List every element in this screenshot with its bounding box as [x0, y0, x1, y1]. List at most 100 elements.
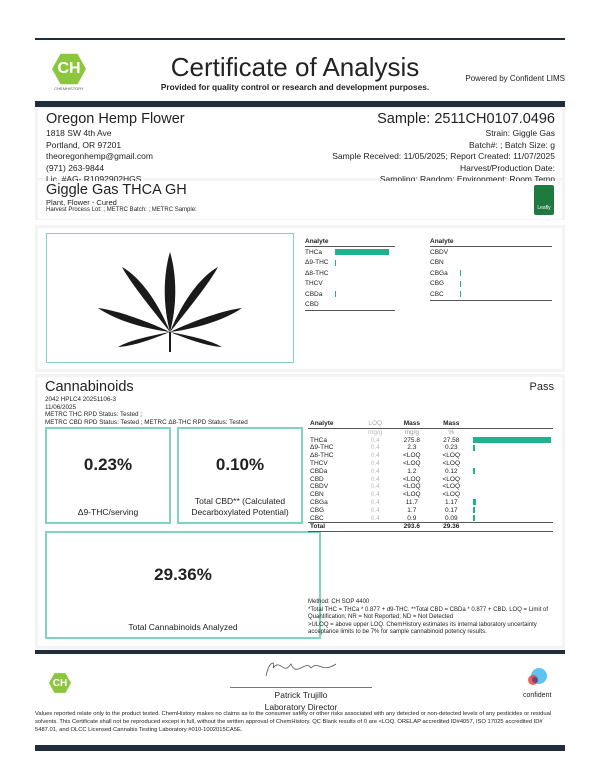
mass-pct-cell: 0.17 — [444, 506, 458, 514]
summary-bar — [460, 280, 461, 287]
bottom-rule — [35, 745, 565, 751]
summary-row: CBD — [305, 300, 395, 311]
confident-text: confident — [523, 692, 552, 699]
mass-pct-cell: <LOQ — [442, 452, 461, 460]
d9-thc-label: Δ9-THC/serving — [77, 507, 139, 517]
summary-row: CBDa — [305, 289, 395, 300]
loq-cell: 0.4 — [370, 467, 380, 475]
summary-row: THCa — [305, 247, 395, 258]
mass-mg-cell: <LOQ — [403, 459, 421, 467]
summary-bar — [460, 291, 461, 298]
summary-left-header: Analyte — [305, 238, 395, 247]
total-cannabinoids-box: 29.36% Total Cannabinoids Analyzed — [45, 531, 321, 639]
mass-mg-cell: <LOQ — [403, 452, 421, 460]
summary-row: CBGa — [430, 268, 552, 279]
analyte-cell: Δ8-THC — [310, 452, 334, 460]
table-row: Δ9-THC 0.4 2.3 0.23 — [308, 444, 553, 452]
summary-analyte: CBGa — [430, 269, 448, 277]
footer-logo-icon: CH — [49, 673, 71, 693]
mass-mg-cell: 2.3 — [407, 444, 417, 452]
client-name: Oregon Hemp Flower — [46, 111, 185, 127]
total-cbd-box: 0.10% Total CBD** (Calculated Decarboxyl… — [177, 427, 303, 524]
analyte-cell: CBG — [310, 506, 325, 514]
summary-bar — [335, 259, 336, 266]
summary-row: CBG — [430, 279, 552, 290]
loq-cell: 0.4 — [370, 506, 380, 514]
col-loq: LOQ — [368, 420, 383, 427]
mass-pct-cell: <LOQ — [442, 459, 461, 467]
cannabinoids-panel: Cannabinoids 2042 HPLC4 20251106-3 11/06… — [35, 374, 565, 649]
analyte-cell: CBN — [310, 491, 324, 499]
summary-analyte: CBG — [430, 280, 445, 288]
pct-bar — [473, 507, 475, 514]
unit-mass-pct: % — [448, 428, 455, 436]
logo-hexagon-icon: CH — [52, 53, 86, 85]
pct-bar — [473, 436, 551, 443]
loq-cell: 0.4 — [370, 514, 380, 522]
mass-pct-cell: <LOQ — [442, 483, 461, 491]
summary-right-header: Analyte — [430, 238, 552, 247]
unit-loq: mg/g — [367, 428, 383, 436]
loq-cell: 0.4 — [370, 444, 380, 452]
summary-bar — [335, 249, 389, 256]
confident-logo: confident — [523, 667, 551, 699]
loq-cell: 0.4 — [370, 491, 380, 499]
summary-analyte: CBC — [430, 290, 444, 298]
table-row: CBDV 0.4 <LOQ <LOQ — [308, 483, 553, 491]
footer-rule — [35, 650, 565, 654]
summary-panel: Analyte THCa Δ9-THC Δ8-THC THCV CBDa CBD Anal… — [35, 225, 565, 372]
method-notes: Method: CH SOP 4400 *Total THC = THCa * … — [308, 599, 556, 637]
mass-mg-cell: <LOQ — [403, 483, 421, 491]
table-row: Δ8-THC 0.4 <LOQ <LOQ — [308, 452, 553, 460]
loq-cell: 0.4 — [370, 498, 380, 506]
client-address2: Portland, OR 97201 — [46, 139, 122, 150]
analyte-cell: THCa — [310, 436, 327, 444]
mass-mg-cell: <LOQ — [403, 491, 421, 499]
loq-cell: 0.4 — [370, 459, 380, 467]
notes-uloq: >ULOQ = above upper LOQ. ChemHistory est… — [308, 621, 537, 636]
client-license: Lic. #AG- R1092902HGS — [46, 174, 142, 184]
summary-row: CBDV — [430, 247, 552, 258]
mass-pct-cell: <LOQ — [442, 475, 461, 483]
logo-caption: CHEMHISTORY — [54, 86, 84, 91]
pct-bar — [473, 514, 475, 521]
sample-harvest: Harvest/Production Date: — [460, 162, 555, 173]
page-subtitle: Provided for quality control or research… — [160, 82, 430, 92]
summary-analyte: CBDa — [305, 290, 323, 298]
signature-block: Patrick Trujillo Laboratory Director — [230, 656, 372, 713]
analyte-cell: Δ9-THC — [310, 444, 334, 452]
mass-mg-cell: 1.2 — [407, 467, 417, 475]
d9-thc-value: 0.23% — [83, 455, 133, 474]
summary-row: THCV — [305, 279, 395, 290]
section-title: Cannabinoids — [45, 379, 134, 395]
cannabis-leaf-icon — [98, 252, 242, 352]
mass-pct-cell: <LOQ — [442, 491, 461, 499]
product-lot: Harvest Process Lot: ; METRC Batch: ; ME… — [46, 207, 197, 213]
col-analyte: Analyte — [310, 420, 334, 427]
pct-bar — [473, 444, 475, 451]
summary-analyte: THCV — [305, 280, 323, 288]
analyte-cell: CBDV — [310, 483, 329, 491]
table-row: CBN 0.4 <LOQ <LOQ — [308, 491, 553, 499]
mass-mg-cell: <LOQ — [403, 475, 421, 483]
pct-bar — [473, 468, 475, 475]
table-row: CBC 0.4 0.9 0.09 — [308, 515, 553, 523]
mass-mg-cell: 275.8 — [403, 436, 420, 444]
mass-mg-cell: 1.7 — [407, 506, 417, 514]
analyte-cell: CBDa — [310, 467, 328, 475]
summary-analyte: CBD — [305, 301, 319, 309]
page-title: Certificate of Analysis — [170, 52, 420, 82]
client-phone: (971) 263-9844 — [46, 162, 105, 173]
summary-row: Δ9-THC — [305, 258, 395, 269]
client-panel: Oregon Hemp Flower 1818 SW 4th Ave Portl… — [35, 107, 565, 220]
cannabis-leaf-image — [46, 233, 294, 363]
mass-pct-cell: 1.17 — [444, 498, 458, 506]
method: Method: CH SOP 4400 — [308, 599, 370, 605]
chemhistory-logo: CH CHEMHISTORY — [52, 52, 86, 91]
pct-bar — [473, 499, 477, 506]
summary-left-list: Analyte THCa Δ9-THC Δ8-THC THCV CBDa CBD — [305, 238, 395, 311]
summary-row: CBC — [430, 289, 552, 300]
total-cbd-value: 0.10% — [215, 455, 265, 474]
table-row: THCV 0.4 <LOQ <LOQ — [308, 460, 553, 468]
cannabinoids-table: Analyte LOQ Mass Mass mg/g mg/g % THCa 0.… — [308, 420, 553, 532]
